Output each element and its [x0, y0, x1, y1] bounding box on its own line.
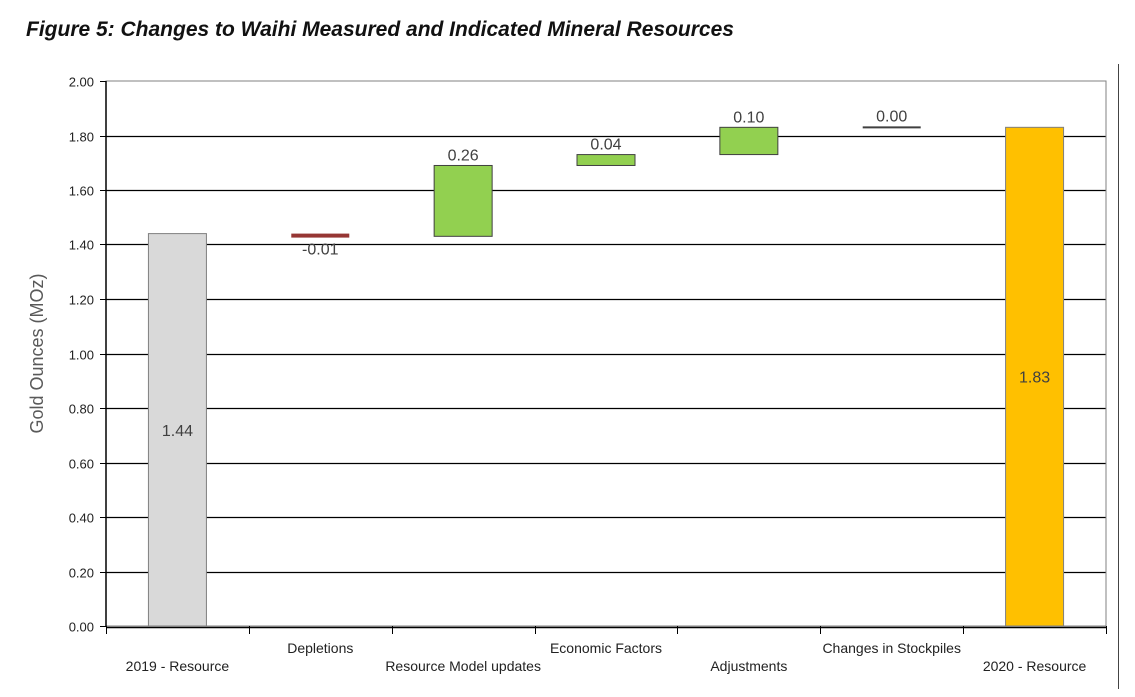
increase-bar	[433, 164, 493, 237]
gridlines	[106, 135, 1106, 574]
bar-value-label: 0.04	[590, 137, 621, 154]
axes: 0.00 0.20 0.40 0.60 0.80 1.00 1.20 1.40 1.60 1.80…	[27, 75, 1107, 674]
x-category-label: Adjustments	[710, 658, 787, 674]
x-category-label: Changes in Stockpiles	[822, 640, 961, 656]
data-labels: 1.44 -0.01 0.26 0.04 0.10 0.00 1.83	[162, 108, 1050, 439]
bar-value-label: 0.26	[448, 147, 479, 164]
bar-value-label: 0.10	[733, 109, 764, 126]
decrease-bar	[291, 233, 350, 238]
x-category-label: Resource Model updates	[385, 658, 541, 674]
bar-value-label: 1.44	[162, 423, 193, 440]
y-tick-label: 1.60	[69, 184, 94, 199]
y-tick-label: 0.80	[69, 402, 94, 417]
bar-value-label: 0.00	[876, 108, 907, 125]
y-axis-title: Gold Ounces (MOz)	[27, 273, 47, 433]
increase-bar	[719, 126, 779, 156]
total-bar	[1005, 126, 1065, 627]
x-category-label: Economic Factors	[550, 640, 662, 656]
increase-bar	[576, 154, 636, 166]
figure-title: Figure 5: Changes to Waihi Measured and …	[26, 18, 734, 41]
total-bar	[147, 233, 207, 627]
bars	[147, 126, 1065, 627]
bar-value-label: -0.01	[302, 242, 339, 259]
y-tick-label: 0.20	[69, 566, 94, 581]
x-category-label: Depletions	[287, 640, 353, 656]
x-category-label: 2020 - Resource	[983, 658, 1087, 674]
y-tick-label: 0.00	[69, 620, 94, 635]
x-category-label: 2019 - Resource	[126, 658, 230, 674]
y-tick-label: 1.00	[69, 348, 94, 363]
y-tick-label: 1.80	[69, 130, 94, 145]
y-tick-label: 2.00	[69, 75, 94, 90]
bar-value-label: 1.83	[1019, 370, 1050, 387]
y-tick-label: 0.60	[69, 457, 94, 472]
y-tick-label: 1.40	[69, 238, 94, 253]
right-border-line	[1118, 64, 1119, 689]
y-tick-label: 1.20	[69, 293, 94, 308]
y-tick-label: 0.40	[69, 511, 94, 526]
